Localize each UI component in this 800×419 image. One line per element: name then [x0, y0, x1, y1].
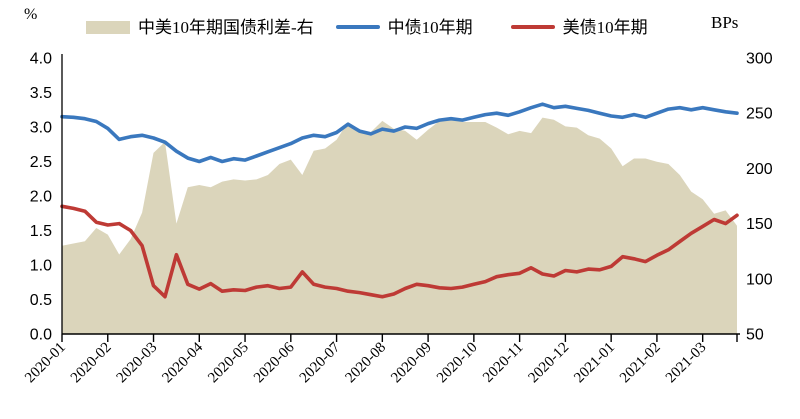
- x-axis-tick-label: 2020-11: [480, 340, 526, 386]
- x-axis-tick-label: 2021-01: [571, 340, 618, 387]
- y-axis-left-tick-label: 1.5: [30, 223, 52, 240]
- x-axis-tick-label: 2021-03: [663, 340, 710, 387]
- x-axis-tick-label: 2020-06: [251, 339, 298, 386]
- us-10y-line-series: [60, 204, 739, 299]
- x-axis-tick-label: 2021-02: [617, 340, 664, 387]
- legend-label-us-10y: 美债10年期: [562, 17, 648, 37]
- y-axis-left-tick-label: 4.0: [30, 51, 52, 68]
- y-axis-right-tick-label: 250: [746, 106, 773, 123]
- us-line-swatch-icon: [510, 25, 555, 29]
- x-axis-tick-label: 2020-01: [22, 340, 69, 387]
- y-axis-left-tick-label: 3.0: [30, 120, 52, 137]
- x-axis-tick-label: 2020-05: [205, 340, 252, 387]
- legend-item-us-10y: 美债10年期: [510, 17, 648, 37]
- legend-item-spread: 中美10年期国债利差-右: [86, 19, 314, 36]
- legend-label-china-10y: 中债10年期: [387, 17, 473, 37]
- x-axis-tick-label: 2020-03: [114, 340, 161, 387]
- y-axis-left-tick-label: 0.5: [30, 292, 52, 309]
- left-axis-unit-label: %: [24, 6, 38, 23]
- right-axis-unit-label: BPs: [711, 13, 739, 32]
- spread-area-swatch-icon: [86, 20, 130, 34]
- y-axis-left-tick-label: 3.5: [30, 85, 52, 102]
- y-axis-right-tick-label: 200: [746, 161, 773, 178]
- x-axis-tick-label: 2020-10: [434, 340, 481, 387]
- x-axis-tick-label: 2020-04: [159, 339, 206, 386]
- y-axis-right-tick-label: 50: [746, 327, 764, 344]
- spread-area-series: [62, 117, 737, 334]
- y-axis-left-tick-label: 2.5: [30, 154, 52, 171]
- y-axis-left-tick-label: 1.0: [30, 258, 52, 275]
- y-axis-left-tick-label: 2.0: [30, 189, 52, 206]
- y-axis-right-tick-label: 100: [746, 271, 773, 288]
- legend-label-spread: 中美10年期国债利差-右: [138, 17, 314, 37]
- x-axis-tick-label: 2020-09: [388, 340, 435, 387]
- y-axis-right-tick-label: 300: [746, 51, 773, 68]
- x-axis-tick-label: 2020-07: [297, 339, 344, 386]
- y-axis-left-tick-label: 0.0: [30, 327, 52, 344]
- chart-legend: 中美10年期国债利差-右 中债10年期 美债10年期: [86, 14, 648, 40]
- x-axis-tick-label: 2020-02: [68, 340, 115, 387]
- china-line-swatch-icon: [335, 25, 380, 29]
- y-axis-right-tick-label: 150: [746, 216, 773, 233]
- china-10y-line-series: [60, 102, 739, 164]
- x-axis-tick-label: 2020-08: [342, 340, 389, 387]
- legend-item-china-10y: 中债10年期: [335, 17, 473, 37]
- x-axis-tick-label: 2020-12: [526, 340, 573, 387]
